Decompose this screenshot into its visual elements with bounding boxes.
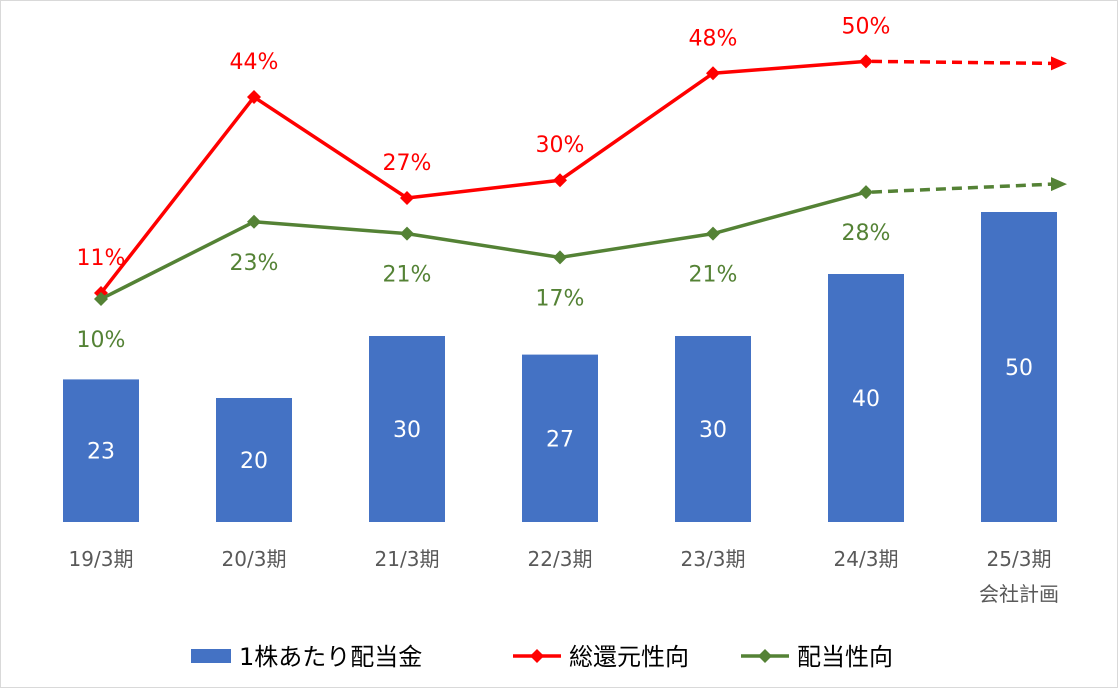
total-marker-5 <box>859 54 873 69</box>
total-label-5: 50% <box>842 14 891 39</box>
payout-label-1: 23% <box>230 251 279 276</box>
payout-line <box>100 190 867 301</box>
bar-label-4: 30 <box>699 418 727 443</box>
x-axis-ticks: 19/3期 20/3期 21/3期 22/3期 23/3期 24/3期 25/3期会社計画 <box>69 547 1059 606</box>
bar-label-5: 40 <box>852 387 880 412</box>
legend-swatch-bar <box>191 649 231 663</box>
bar-label-2: 30 <box>393 418 421 443</box>
x-tick-1: 20/3期 <box>222 547 287 571</box>
bars-layer <box>63 212 1057 522</box>
x-tick-5: 24/3期 <box>834 547 899 571</box>
legend-label-bar: 1株あたり配当金 <box>239 643 422 671</box>
bar-6 <box>981 212 1057 522</box>
bar-5 <box>828 274 904 522</box>
x-tick-3: 22/3期 <box>528 547 593 571</box>
legend-label-total: 総還元性向 <box>569 643 689 671</box>
payout-label-4: 21% <box>689 263 738 288</box>
payout-marker-3 <box>553 250 567 265</box>
payout-forecast-arrowhead <box>1051 177 1067 192</box>
total-forecast-arrowhead <box>1051 56 1067 71</box>
x-tick-4: 23/3期 <box>681 547 746 571</box>
legend: 1株あたり配当金 総還元性向 配当性向 <box>191 643 893 671</box>
total-label-4: 48% <box>689 26 738 51</box>
total-label-0: 11% <box>77 246 126 271</box>
payout-label-5: 28% <box>842 221 891 246</box>
legend-marker-total <box>530 649 544 663</box>
total-label-2: 27% <box>383 151 432 176</box>
bar-label-6: 50 <box>1005 356 1033 381</box>
bar-label-3: 27 <box>546 427 574 452</box>
legend-label-payout: 配当性向 <box>797 643 893 671</box>
x-tick-2: 21/3期 <box>375 547 440 571</box>
payout-label-2: 21% <box>383 263 432 288</box>
total-label-1: 44% <box>230 50 279 75</box>
x-tick-6: 25/3期会社計画 <box>979 547 1059 606</box>
total-forecast-dash <box>871 59 1054 66</box>
bar-1 <box>216 398 292 522</box>
payout-marker-5 <box>859 185 873 200</box>
payout-label-0: 10% <box>77 328 126 353</box>
payout-marker-0 <box>94 292 108 306</box>
total-marker-4 <box>706 66 720 81</box>
bar-4 <box>675 336 751 522</box>
bar-3 <box>522 354 598 522</box>
payout-marker-2 <box>400 226 414 241</box>
bar-0 <box>63 379 139 522</box>
total-line <box>99 59 867 295</box>
total-marker-3 <box>553 173 567 188</box>
lines-layer <box>94 54 1067 306</box>
labels-layer: 23 20 30 27 30 40 50 11% 44% 27% 30% 48% 50% 10% 23% 21… <box>77 14 1033 474</box>
total-marker-1 <box>247 90 261 105</box>
x-tick-0: 19/3期 <box>69 547 134 571</box>
payout-marker-4 <box>706 226 720 241</box>
total-label-3: 30% <box>536 133 585 158</box>
bar-label-0: 23 <box>87 440 115 465</box>
legend-marker-payout <box>758 649 772 663</box>
payout-label-3: 17% <box>536 286 585 311</box>
payout-forecast-dash <box>871 182 1054 194</box>
bar-2 <box>369 336 445 522</box>
bar-label-1: 20 <box>240 449 268 474</box>
payout-marker-1 <box>247 214 261 229</box>
total-marker-2 <box>400 191 414 206</box>
